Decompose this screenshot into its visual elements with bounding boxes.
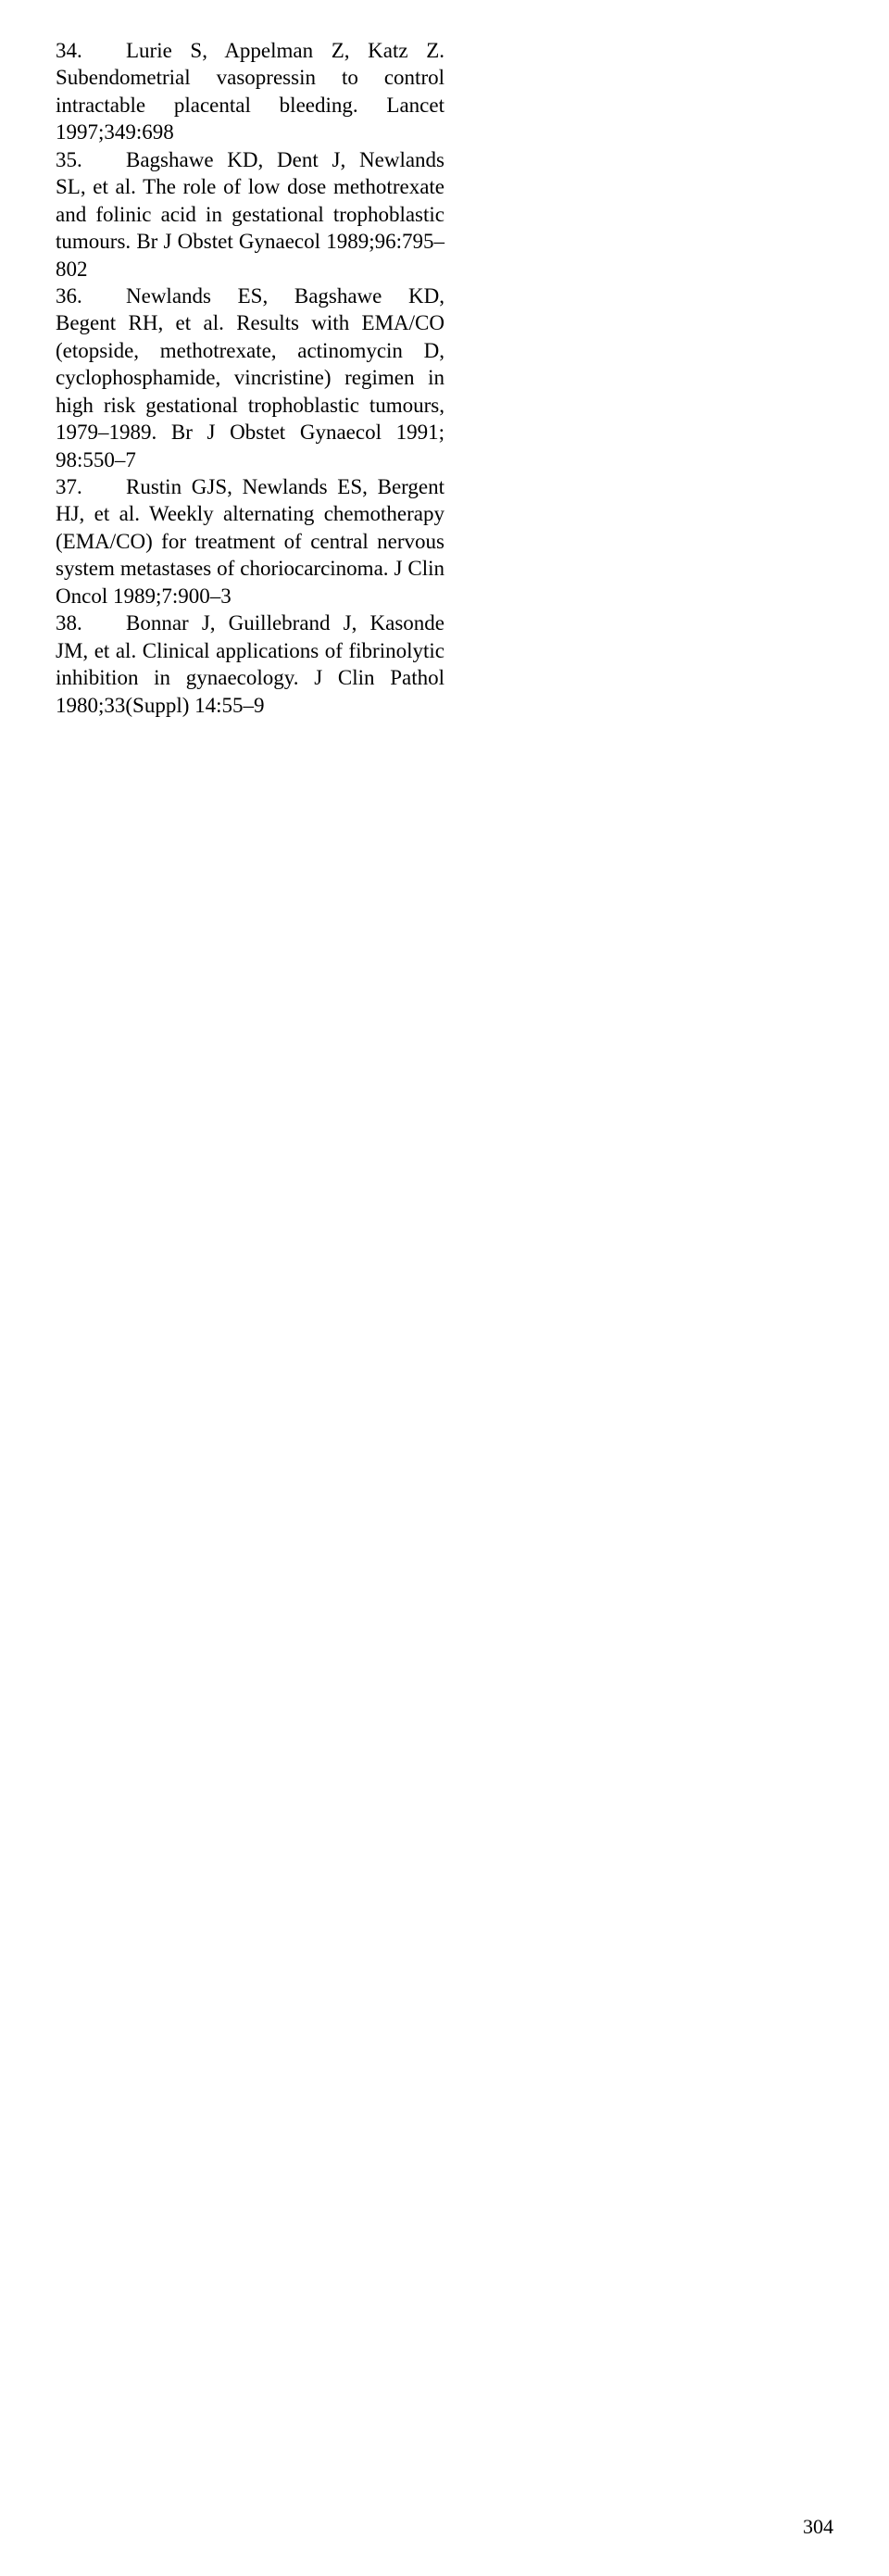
reference-number: 35. [56,146,126,173]
reference-number: 36. [56,283,126,309]
reference-34: 34.Lurie S, Appelman Z, Katz Z. Subendom… [56,37,444,146]
reference-38: 38.Bonnar J, Guillebrand J, Kasonde JM, … [56,609,444,719]
reference-number: 38. [56,609,126,636]
reference-text: Newlands ES, Bagshawe KD, Begent RH, et … [56,284,444,471]
reference-number: 34. [56,37,126,64]
page-number: 304 [803,2515,833,2539]
reference-number: 37. [56,473,126,500]
page-container: 34.Lurie S, Appelman Z, Katz Z. Subendom… [0,0,889,2576]
reference-37: 37.Rustin GJS, Newlands ES, Bergent HJ, … [56,473,444,609]
reference-36: 36.Newlands ES, Bagshawe KD, Begent RH, … [56,283,444,473]
reference-35: 35.Bagshawe KD, Dent J, Newlands SL, et … [56,146,444,283]
references-block: 34.Lurie S, Appelman Z, Katz Z. Subendom… [56,37,444,719]
